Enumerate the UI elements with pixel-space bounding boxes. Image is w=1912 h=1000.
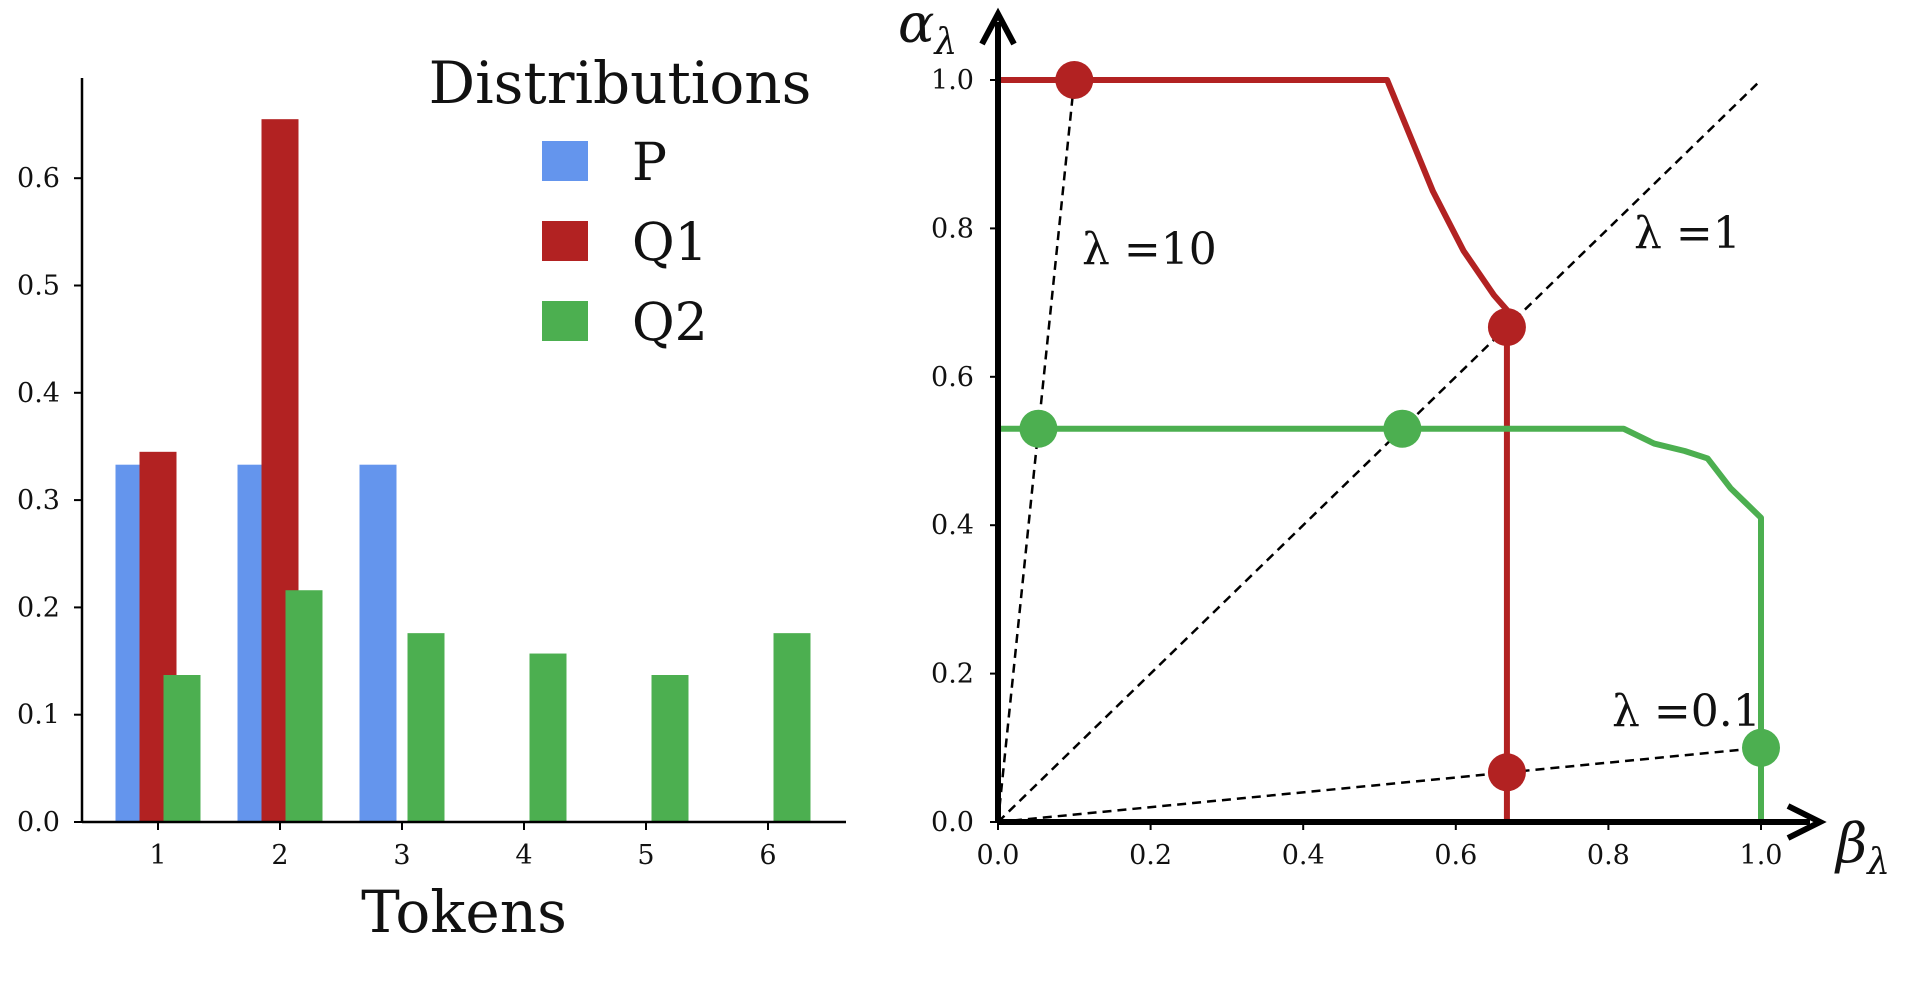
- beta-x-tick-label: 1.0: [1740, 840, 1783, 871]
- bar-bars: [115, 119, 811, 822]
- legend: Distributions P Q1 Q2: [429, 49, 812, 353]
- bar-y-tick-label: 0.4: [17, 378, 60, 409]
- alpha-y-tick-label: 0.6: [931, 362, 974, 393]
- beta-x-tick-label: 0.6: [1434, 840, 1477, 871]
- legend-swatch-q2: [542, 301, 588, 341]
- bar-x-tick-label: 1: [149, 840, 166, 871]
- alpha-y-tick-label: 1.0: [931, 65, 974, 96]
- lambda-annotation-1: λ =10: [1082, 224, 1217, 275]
- curve-line-q1: [998, 77, 1510, 822]
- alpha-axis-arrowhead: [979, 7, 1017, 46]
- bar-p-token-3: [359, 464, 397, 822]
- lambda-guide-line-2: [997, 79, 1762, 823]
- bar-x-ticks: 1 2 3 4 5 6: [149, 822, 777, 871]
- curve-lines: [998, 77, 1764, 822]
- alpha-y-ticks: 0.0 0.2 0.4 0.6 0.8 1.0: [931, 65, 998, 838]
- curve-line-q2: [998, 425, 1764, 822]
- lambda-annotation-2: λ =1: [1634, 208, 1741, 259]
- alpha-beta-chart: 0.0 0.2 0.4 0.6 0.8 1.0 0.0 0.2 0.4 0.6 0.8 1.0 λ …: [898, 0, 1890, 883]
- bar-y-tick-label: 0.2: [17, 592, 60, 623]
- curve-point-q1-3: [1487, 753, 1526, 792]
- bar-x-tick-label: 4: [515, 840, 532, 871]
- bar-y-ticks: 0.0 0.1 0.2 0.3 0.4 0.5 0.6: [17, 163, 82, 838]
- bar-chart: 0.0 0.1 0.2 0.3 0.4 0.5 0.6 1 2 3 4 5 6 Tokens Dist…: [17, 49, 846, 946]
- curve-point-q1-1: [1055, 61, 1094, 99]
- alpha-y-tick-label: 0.4: [931, 510, 974, 541]
- alpha-axis-label: αλ: [898, 0, 957, 63]
- bar-y-tick-label: 0.6: [17, 163, 60, 194]
- bar-x-tick-label: 6: [759, 840, 776, 871]
- bar-x-tick-label: 2: [271, 840, 288, 871]
- legend-swatch-p: [542, 141, 588, 181]
- beta-axis-label: βλ: [1834, 812, 1890, 883]
- alpha-y-tick-label: 0.8: [931, 213, 974, 244]
- lambda-guide-lines: [996, 79, 1762, 824]
- curve-points: [1019, 61, 1780, 792]
- lambda-guide-line-3: [997, 746, 1762, 824]
- curve-point-q2-6: [1742, 728, 1780, 767]
- bar-y-tick-label: 0.3: [17, 485, 60, 516]
- curve-point-q2-5: [1383, 409, 1422, 448]
- beta-axis-arrowhead: [1786, 803, 1827, 841]
- bar-y-tick-label: 0.0: [17, 807, 60, 838]
- bar-x-tick-label: 3: [393, 840, 410, 871]
- alpha-y-tick-label: 0.0: [931, 807, 974, 838]
- bar-y-tick-label: 0.5: [17, 271, 60, 302]
- bar-q2-token-3: [407, 633, 445, 822]
- bar-q2-token-6: [773, 633, 811, 822]
- bar-q2-token-1: [163, 674, 201, 822]
- beta-x-tick-label: 0.4: [1282, 840, 1325, 871]
- legend-title: Distributions: [429, 49, 812, 117]
- beta-x-tick-label: 0.8: [1587, 840, 1630, 871]
- bar-x-axis-label: Tokens: [361, 878, 567, 946]
- legend-label-q1: Q1: [632, 213, 708, 273]
- bar-q2-token-4: [529, 653, 567, 822]
- curve-point-q1-2: [1487, 308, 1526, 347]
- bar-q2-token-5: [651, 674, 689, 822]
- lambda-guide-line-1: [996, 79, 1076, 823]
- bar-x-tick-label: 5: [637, 840, 654, 871]
- bar-y-tick-label: 0.1: [17, 700, 60, 731]
- lambda-annotation-3: λ =0.1: [1612, 686, 1761, 737]
- legend-label-q2: Q2: [632, 293, 708, 353]
- beta-x-tick-label: 0.2: [1129, 840, 1172, 871]
- legend-swatch-q1: [542, 221, 588, 261]
- bar-q2-token-2: [285, 590, 323, 822]
- legend-label-p: P: [632, 133, 667, 193]
- alpha-y-tick-label: 0.2: [931, 659, 974, 690]
- beta-x-ticks: 0.0 0.2 0.4 0.6 0.8 1.0: [977, 822, 1783, 871]
- lambda-annotations: λ =10 λ =1 λ =0.1: [1082, 208, 1761, 737]
- beta-x-tick-label: 0.0: [977, 840, 1020, 871]
- curve-point-q2-4: [1019, 409, 1058, 448]
